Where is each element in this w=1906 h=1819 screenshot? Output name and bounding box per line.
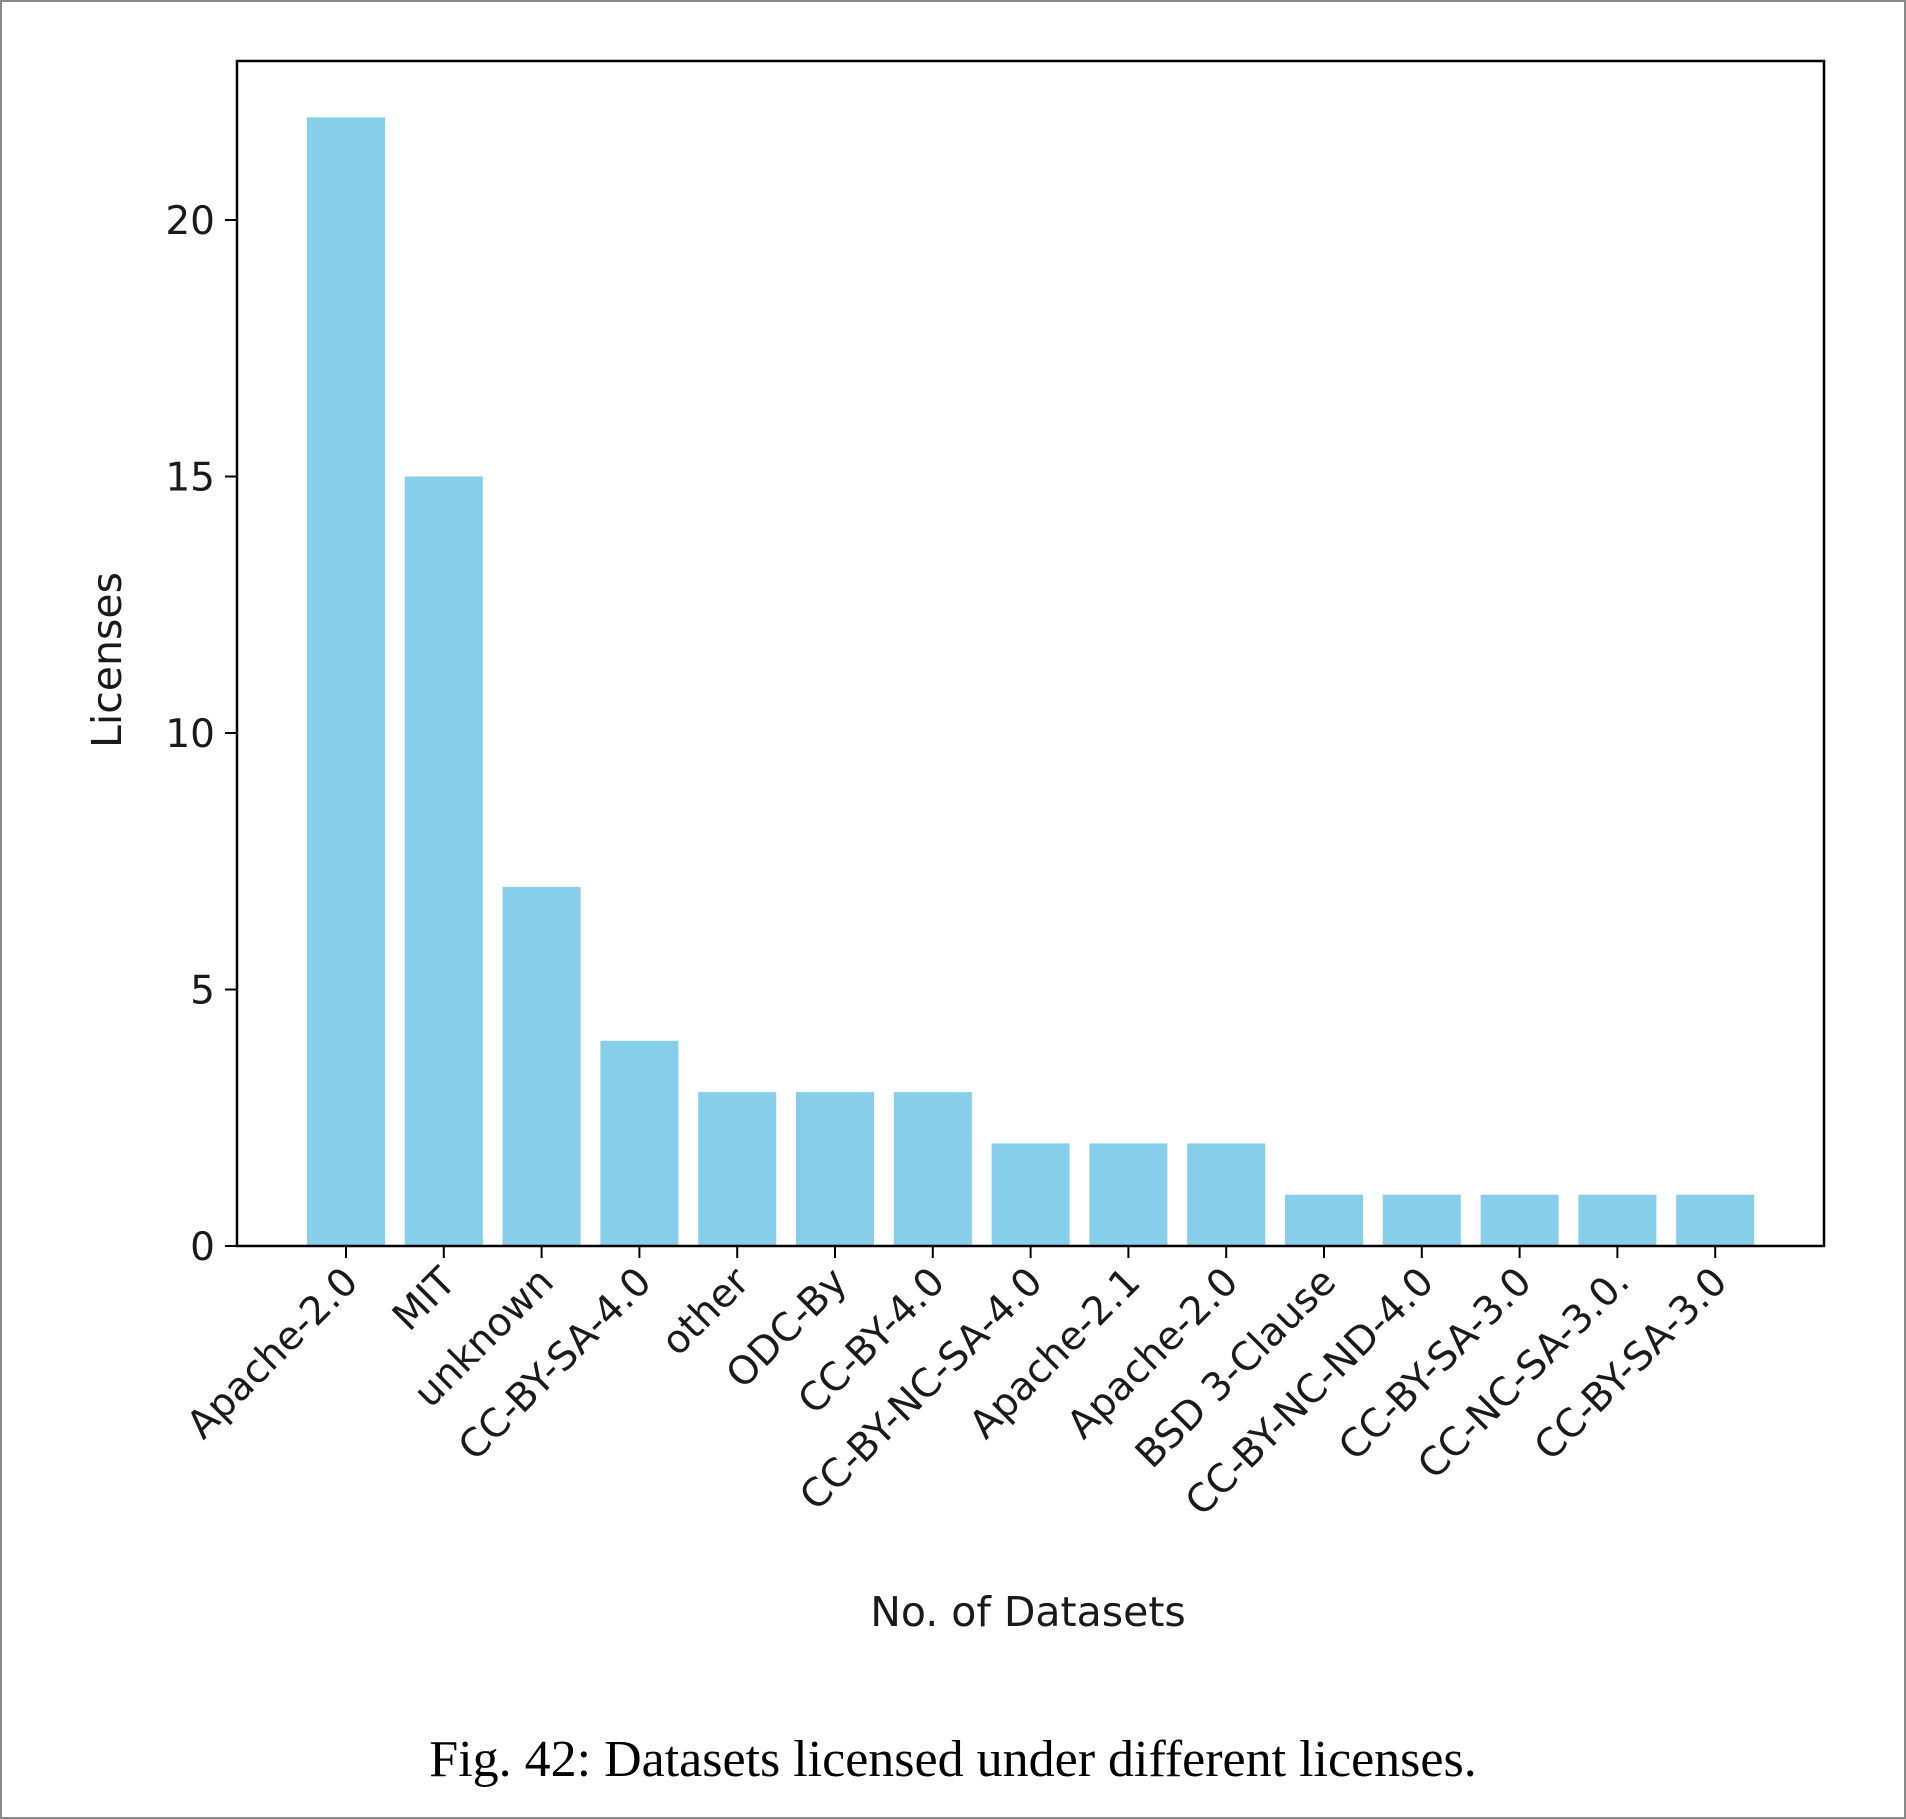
bar-10 <box>1187 1143 1266 1246</box>
bar-13 <box>1480 1194 1559 1246</box>
bar-3 <box>502 886 581 1246</box>
y-tick-label: 15 <box>165 456 215 501</box>
bar-1 <box>307 117 385 1246</box>
y-tick-label: 10 <box>165 712 215 757</box>
bar-14 <box>1578 1194 1657 1246</box>
bar-5 <box>698 1092 777 1246</box>
y-tick-label: 20 <box>165 199 215 244</box>
y-tick-label: 5 <box>190 969 215 1014</box>
ticks-layer: Apache-2.0 MITunknownCC-BY-SA-4.0otherODC… <box>165 199 1736 1525</box>
bars-layer <box>307 117 1755 1246</box>
x-tick-label: Apache-2.0 <box>179 1259 368 1448</box>
plot-frame <box>235 59 1826 1248</box>
bar-11 <box>1285 1194 1363 1246</box>
bar-12 <box>1382 1194 1461 1246</box>
bar-15 <box>1676 1194 1755 1246</box>
bar-6 <box>796 1092 874 1246</box>
figure-caption: Fig. 42: Datasets licensed under differe… <box>429 1731 1477 1788</box>
bar-4 <box>600 1040 679 1246</box>
x-axis-title: No. of Datasets <box>870 1588 1186 1636</box>
bar-7 <box>893 1092 972 1246</box>
bar-9 <box>1089 1143 1168 1246</box>
bar-8 <box>991 1143 1070 1246</box>
y-axis-title: Licenses <box>83 572 131 748</box>
y-tick-label: 0 <box>190 1225 215 1270</box>
bar-2 <box>404 476 483 1246</box>
x-tick-label: MIT <box>384 1259 465 1340</box>
